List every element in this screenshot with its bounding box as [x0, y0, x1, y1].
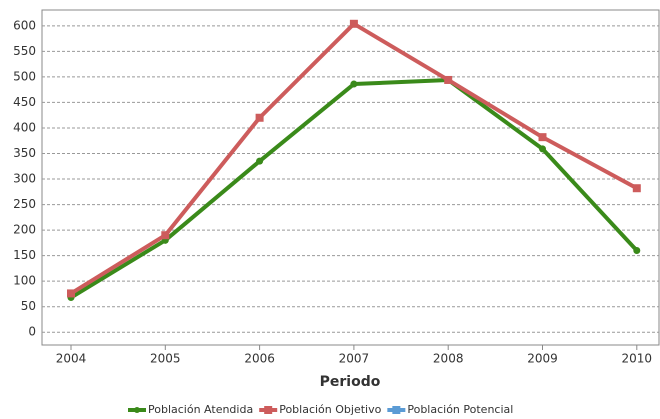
y-tick-label: 200 [13, 223, 36, 237]
point [539, 145, 546, 153]
point [538, 133, 547, 142]
y-tick-label: 550 [13, 44, 36, 58]
x-tick-label: 2005 [150, 352, 181, 366]
y-tick-label: 400 [13, 120, 36, 134]
x-tick-label: 2006 [244, 352, 275, 366]
y-tick-label: 150 [13, 248, 36, 262]
x-tick-label: 2010 [622, 352, 653, 366]
plot-area [41, 9, 660, 346]
y-tick-label: 100 [13, 274, 36, 288]
y-tick-label: 50 [21, 299, 36, 313]
point [633, 247, 641, 255]
y-tick-label: 300 [13, 172, 36, 186]
x-tick-label: 2009 [527, 352, 558, 366]
legend-marker [264, 406, 273, 414]
point [444, 75, 453, 84]
y-tick-label: 350 [13, 146, 36, 160]
point [632, 184, 641, 193]
point [256, 157, 264, 165]
x-tick-label: 2004 [56, 352, 87, 366]
y-tick-label: 450 [13, 95, 36, 109]
y-tick-label: 600 [13, 18, 36, 32]
point [350, 80, 358, 88]
point [255, 113, 264, 122]
x-axis-label: Periodo [320, 374, 381, 390]
point [349, 19, 358, 28]
legend-label: Población Objetivo [279, 403, 381, 416]
y-tick-label: 500 [13, 69, 36, 83]
legend-marker [392, 406, 401, 414]
point [67, 289, 75, 298]
x-tick-label: 2008 [433, 352, 464, 366]
y-tick-label: 0 [28, 325, 36, 339]
legend-marker [134, 407, 140, 413]
legend-label: Población Atendida [148, 403, 253, 416]
legend-label: Población Potencial [407, 403, 513, 416]
y-tick-label: 250 [13, 197, 36, 211]
point [161, 231, 170, 240]
x-tick-label: 2007 [339, 352, 370, 366]
